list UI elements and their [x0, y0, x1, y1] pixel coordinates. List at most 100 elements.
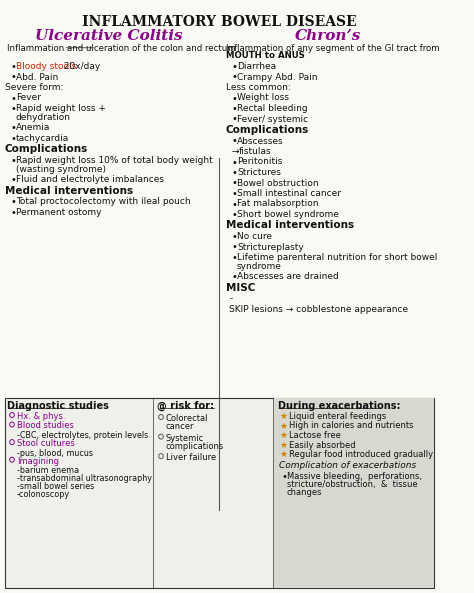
Text: Fluid and electrolyte imbalances: Fluid and electrolyte imbalances: [16, 176, 164, 184]
Text: @ risk for:: @ risk for:: [157, 401, 214, 412]
FancyBboxPatch shape: [274, 398, 434, 588]
Text: Blood studies: Blood studies: [17, 422, 73, 431]
Text: •: •: [231, 158, 237, 167]
Text: Severe form:: Severe form:: [5, 83, 63, 92]
Text: Strictures: Strictures: [237, 168, 281, 177]
Text: Liquid enteral feedings: Liquid enteral feedings: [289, 412, 386, 421]
Text: Complications: Complications: [226, 125, 309, 135]
Text: Fever/ systemic: Fever/ systemic: [237, 114, 308, 123]
Text: SKIP lesions → cobblestone appearance: SKIP lesions → cobblestone appearance: [229, 305, 409, 314]
Text: •: •: [231, 210, 237, 220]
Text: Liver failure: Liver failure: [165, 453, 216, 462]
Text: •: •: [231, 243, 237, 253]
Text: ★: ★: [280, 422, 288, 431]
Text: ★: ★: [280, 431, 288, 440]
Text: cancer: cancer: [165, 422, 194, 431]
Text: Rapid weight loss 10% of total body weight: Rapid weight loss 10% of total body weig…: [16, 156, 212, 165]
Text: stricture/obstruction,  &  tissue: stricture/obstruction, & tissue: [287, 480, 418, 489]
Text: MISC: MISC: [226, 283, 255, 293]
Text: Rapid weight loss +: Rapid weight loss +: [16, 104, 106, 113]
Text: •: •: [10, 156, 16, 166]
Text: Diagnostic studies: Diagnostic studies: [8, 401, 109, 411]
Text: High in calories and nutrients: High in calories and nutrients: [289, 422, 413, 431]
Text: -barium enema: -barium enema: [17, 466, 79, 475]
Text: Medical interventions: Medical interventions: [226, 221, 354, 231]
Text: During exacerbations:: During exacerbations:: [278, 401, 400, 411]
Text: Chron’s: Chron’s: [295, 29, 362, 43]
Text: Complications: Complications: [5, 145, 88, 154]
Text: Fat malabsorption: Fat malabsorption: [237, 199, 319, 209]
Text: -transabdominal ultrasonography: -transabdominal ultrasonography: [17, 474, 152, 483]
Text: MOUTH to ANUS: MOUTH to ANUS: [226, 51, 305, 60]
Text: Lifetime parenteral nutrition for short bowel: Lifetime parenteral nutrition for short …: [237, 253, 438, 262]
Text: Anemia: Anemia: [16, 123, 50, 132]
Text: •: •: [231, 62, 237, 72]
Text: Regular food introduced gradually: Regular food introduced gradually: [289, 450, 433, 459]
Text: Inflammation and ulceration of the colon and rectum: Inflammation and ulceration of the colon…: [8, 44, 236, 53]
Text: •: •: [231, 168, 237, 178]
Text: Complication of exacerbations: Complication of exacerbations: [280, 461, 417, 470]
Text: Massive bleeding,  perforations,: Massive bleeding, perforations,: [287, 472, 422, 481]
Text: •: •: [10, 208, 16, 218]
Text: Rectal bleeding: Rectal bleeding: [237, 104, 308, 113]
FancyBboxPatch shape: [5, 398, 434, 588]
Text: •: •: [231, 178, 237, 189]
Text: Peritonitis: Peritonitis: [237, 158, 283, 167]
Text: dehydration: dehydration: [16, 113, 71, 122]
Text: -small bowel series: -small bowel series: [17, 482, 94, 491]
Text: Hx. & phys.: Hx. & phys.: [17, 412, 65, 421]
Text: Weight loss: Weight loss: [237, 94, 289, 103]
Text: Total proctocolectomy with ileal pouch: Total proctocolectomy with ileal pouch: [16, 197, 191, 206]
Text: Less common:: Less common:: [226, 83, 291, 92]
Text: •: •: [10, 62, 16, 72]
Text: •: •: [231, 136, 237, 146]
Text: -CBC, electrolytes, protein levels: -CBC, electrolytes, protein levels: [17, 431, 148, 440]
Text: Inflammation of any segment of the GI tract from: Inflammation of any segment of the GI tr…: [226, 44, 439, 53]
Text: -: -: [229, 295, 233, 304]
Text: •: •: [10, 94, 16, 104]
Text: syndrome: syndrome: [237, 262, 282, 271]
Text: •: •: [231, 232, 237, 242]
Text: Abd. Pain: Abd. Pain: [16, 72, 58, 81]
Text: Colorectal: Colorectal: [165, 414, 208, 423]
Text: •: •: [10, 104, 16, 114]
Text: Stool cultures: Stool cultures: [17, 439, 74, 448]
Text: •: •: [10, 176, 16, 186]
Text: Small intestinal cancer: Small intestinal cancer: [237, 189, 341, 198]
Text: Short bowel syndrome: Short bowel syndrome: [237, 210, 339, 219]
Text: •: •: [231, 72, 237, 82]
Text: No cure: No cure: [237, 232, 272, 241]
Text: Abscesses: Abscesses: [237, 136, 283, 145]
Text: •: •: [231, 114, 237, 125]
Text: Systemic: Systemic: [165, 433, 204, 442]
Text: Fever: Fever: [16, 94, 41, 103]
Text: complications: complications: [165, 442, 224, 451]
Text: fistulas: fistulas: [239, 147, 272, 156]
Text: Lactose free: Lactose free: [289, 431, 341, 440]
Text: Ulcerative Colitis: Ulcerative Colitis: [36, 29, 183, 43]
Text: (wasting syndrome): (wasting syndrome): [16, 165, 106, 174]
Text: •: •: [231, 272, 237, 282]
Text: •: •: [10, 197, 16, 208]
Text: Strictureplasty: Strictureplasty: [237, 243, 304, 251]
Text: INFLAMMATORY BOWEL DISEASE: INFLAMMATORY BOWEL DISEASE: [82, 15, 356, 29]
Text: •: •: [231, 94, 237, 104]
Text: •: •: [10, 134, 16, 144]
Text: Easily absorbed: Easily absorbed: [289, 441, 356, 449]
Text: •: •: [10, 123, 16, 133]
Text: ★: ★: [280, 450, 288, 459]
Text: 20x/day: 20x/day: [62, 62, 100, 71]
Text: Medical interventions: Medical interventions: [5, 186, 133, 196]
Text: Abscesses are drained: Abscesses are drained: [237, 272, 338, 282]
Text: •: •: [231, 253, 237, 263]
Text: •: •: [231, 199, 237, 209]
Text: Bloody stools: Bloody stools: [16, 62, 76, 71]
Text: changes: changes: [287, 488, 322, 497]
Text: tachycardia: tachycardia: [16, 134, 69, 143]
Text: Permanent ostomy: Permanent ostomy: [16, 208, 101, 217]
Text: •: •: [231, 189, 237, 199]
Text: ★: ★: [280, 412, 288, 421]
Text: •: •: [281, 472, 287, 482]
Text: -pus, blood, mucus: -pus, blood, mucus: [17, 448, 92, 458]
Text: •: •: [10, 72, 16, 82]
